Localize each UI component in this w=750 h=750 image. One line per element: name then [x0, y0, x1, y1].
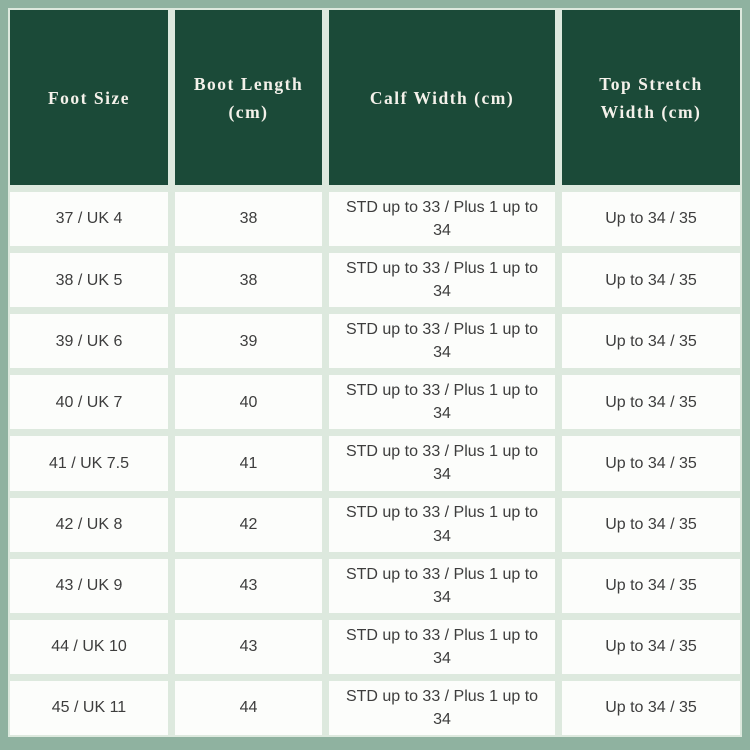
- table-cell-row2-col3: Up to 34 / 35: [562, 314, 740, 369]
- column-header-calf-width: Calf Width (cm): [329, 10, 555, 185]
- table-cell-row8-col2: STD up to 33 / Plus 1 up to 34: [329, 680, 555, 735]
- table-cell-row7-col3: Up to 34 / 35: [562, 619, 740, 674]
- table-cell-row8-col0: 45 / UK 11: [10, 680, 168, 735]
- table-cell-row2-col2: STD up to 33 / Plus 1 up to 34: [329, 314, 555, 369]
- column-header-boot-length: Boot Length (cm): [175, 10, 322, 185]
- table-cell-row3-col2: STD up to 33 / Plus 1 up to 34: [329, 375, 555, 430]
- table-cell-row5-col2: STD up to 33 / Plus 1 up to 34: [329, 497, 555, 552]
- table-cell-row6-col2: STD up to 33 / Plus 1 up to 34: [329, 558, 555, 613]
- table-cell-row5-col1: 42: [175, 497, 322, 552]
- table-cell-row7-col2: STD up to 33 / Plus 1 up to 34: [329, 619, 555, 674]
- table-cell-row0-col1: 38: [175, 192, 322, 247]
- table-cell-row1-col2: STD up to 33 / Plus 1 up to 34: [329, 253, 555, 308]
- table-cell-row7-col1: 43: [175, 619, 322, 674]
- table-cell-row2-col1: 39: [175, 314, 322, 369]
- table-cell-row1-col3: Up to 34 / 35: [562, 253, 740, 308]
- table-cell-row0-col2: STD up to 33 / Plus 1 up to 34: [329, 192, 555, 247]
- table-cell-row4-col3: Up to 34 / 35: [562, 436, 740, 491]
- table-cell-row0-col0: 37 / UK 4: [10, 192, 168, 247]
- size-chart-table: Foot Size Boot Length (cm) Calf Width (c…: [8, 8, 742, 737]
- table-cell-row5-col3: Up to 34 / 35: [562, 497, 740, 552]
- table-cell-row8-col3: Up to 34 / 35: [562, 680, 740, 735]
- table-cell-row2-col0: 39 / UK 6: [10, 314, 168, 369]
- table-cell-row6-col0: 43 / UK 9: [10, 558, 168, 613]
- table-cell-row3-col0: 40 / UK 7: [10, 375, 168, 430]
- table-cell-row7-col0: 44 / UK 10: [10, 619, 168, 674]
- table-cell-row4-col2: STD up to 33 / Plus 1 up to 34: [329, 436, 555, 491]
- table-cell-row5-col0: 42 / UK 8: [10, 497, 168, 552]
- table-cell-row1-col0: 38 / UK 5: [10, 253, 168, 308]
- table-cell-row6-col1: 43: [175, 558, 322, 613]
- table-cell-row6-col3: Up to 34 / 35: [562, 558, 740, 613]
- table-cell-row4-col1: 41: [175, 436, 322, 491]
- table-cell-row3-col3: Up to 34 / 35: [562, 375, 740, 430]
- column-header-top-stretch-width: Top Stretch Width (cm): [562, 10, 740, 185]
- table-cell-row4-col0: 41 / UK 7.5: [10, 436, 168, 491]
- table-cell-row3-col1: 40: [175, 375, 322, 430]
- table-cell-row8-col1: 44: [175, 680, 322, 735]
- table-cell-row1-col1: 38: [175, 253, 322, 308]
- table-cell-row0-col3: Up to 34 / 35: [562, 192, 740, 247]
- column-header-foot-size: Foot Size: [10, 10, 168, 185]
